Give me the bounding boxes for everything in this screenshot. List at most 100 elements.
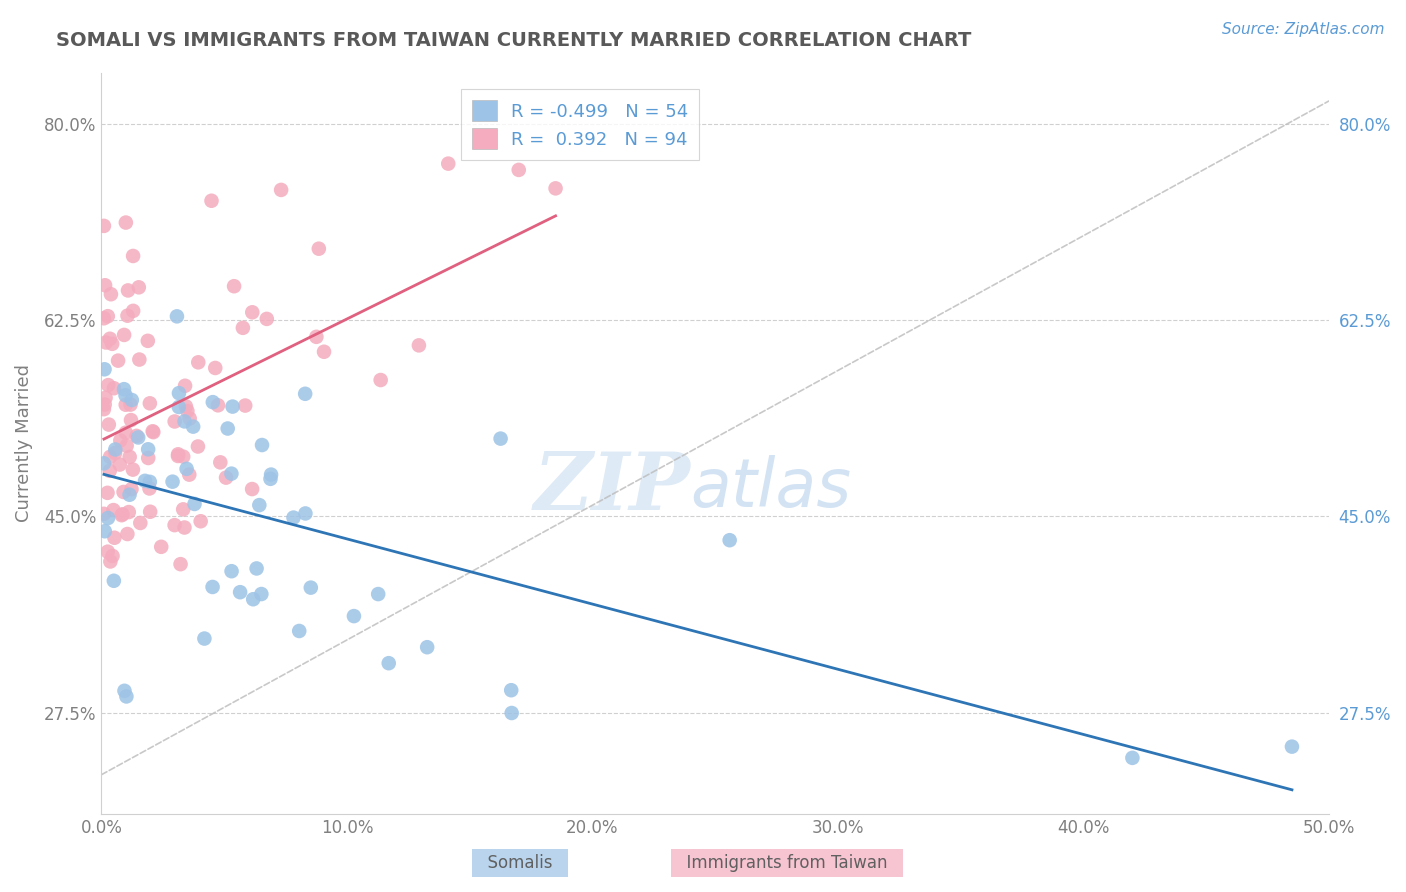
Text: Somalis: Somalis [477, 855, 564, 872]
Point [247, 498, 270, 512]
Point [121, 482, 143, 496]
Point [232, 321, 254, 335]
Point [94, 335, 117, 350]
Point [93, 402, 115, 417]
Point [118, 505, 141, 519]
Point [377, 656, 399, 670]
Point [221, 564, 243, 578]
Point [114, 683, 136, 698]
Point [128, 352, 150, 367]
Point [97, 544, 120, 558]
Point [97, 378, 120, 392]
Point [94, 391, 117, 405]
Point [104, 442, 127, 457]
Point [108, 458, 131, 472]
Point [204, 361, 226, 376]
Point [217, 421, 239, 435]
Point [139, 475, 162, 489]
Point [115, 216, 138, 230]
Point [173, 414, 195, 428]
Point [229, 585, 252, 599]
Point [134, 474, 156, 488]
Point [112, 327, 135, 342]
Point [174, 378, 197, 392]
Point [103, 381, 125, 395]
Point [207, 398, 229, 412]
Point [173, 520, 195, 534]
Point [183, 497, 205, 511]
Point [370, 373, 392, 387]
Point [117, 284, 139, 298]
Point [167, 447, 190, 461]
Point [167, 400, 190, 414]
Point [200, 194, 222, 208]
Point [114, 398, 136, 412]
Point [139, 396, 162, 410]
Point [96, 486, 118, 500]
Point [544, 181, 567, 195]
Point [104, 446, 127, 460]
Point [1281, 739, 1303, 754]
Point [250, 587, 273, 601]
Point [103, 574, 125, 588]
Text: SOMALI VS IMMIGRANTS FROM TAIWAN CURRENTLY MARRIED CORRELATION CHART: SOMALI VS IMMIGRANTS FROM TAIWAN CURRENT… [56, 31, 972, 50]
Point [110, 434, 132, 448]
Text: Immigrants from Taiwan: Immigrants from Taiwan [676, 855, 898, 872]
Point [97, 417, 120, 432]
Point [128, 280, 150, 294]
Point [117, 527, 139, 541]
Point [93, 311, 115, 326]
Point [136, 442, 159, 457]
Point [201, 580, 224, 594]
Point [110, 508, 132, 523]
Legend: R = -0.499   N = 54, R =  0.392   N = 94: R = -0.499 N = 54, R = 0.392 N = 94 [461, 89, 699, 160]
Point [299, 581, 322, 595]
Point [112, 382, 135, 396]
Point [187, 355, 209, 369]
Point [93, 456, 115, 470]
Point [118, 488, 141, 502]
Point [172, 502, 194, 516]
Point [117, 309, 139, 323]
Point [101, 549, 124, 563]
Point [209, 455, 232, 469]
Point [312, 344, 335, 359]
Point [174, 400, 197, 414]
Point [215, 470, 238, 484]
Point [260, 467, 283, 482]
Point [94, 278, 117, 293]
Point [142, 425, 165, 439]
Point [93, 219, 115, 233]
Point [508, 162, 530, 177]
Point [305, 330, 328, 344]
Point [343, 609, 366, 624]
Point [501, 683, 523, 698]
Point [201, 395, 224, 409]
Point [167, 449, 190, 463]
Point [118, 450, 141, 464]
Point [718, 533, 741, 548]
Point [115, 439, 138, 453]
Point [179, 467, 201, 482]
Point [129, 516, 152, 530]
Point [127, 430, 149, 444]
Point [97, 309, 120, 323]
Point [107, 353, 129, 368]
Point [121, 392, 143, 407]
Point [103, 503, 125, 517]
Point [122, 304, 145, 318]
Point [122, 249, 145, 263]
Point [240, 305, 263, 319]
Point [166, 310, 188, 324]
Point [233, 399, 256, 413]
Point [222, 279, 245, 293]
Point [294, 386, 316, 401]
Point [259, 472, 281, 486]
Point [98, 332, 121, 346]
Point [94, 524, 117, 539]
Point [163, 518, 186, 533]
Point [163, 414, 186, 428]
Point [1121, 751, 1143, 765]
Point [122, 462, 145, 476]
Point [193, 632, 215, 646]
